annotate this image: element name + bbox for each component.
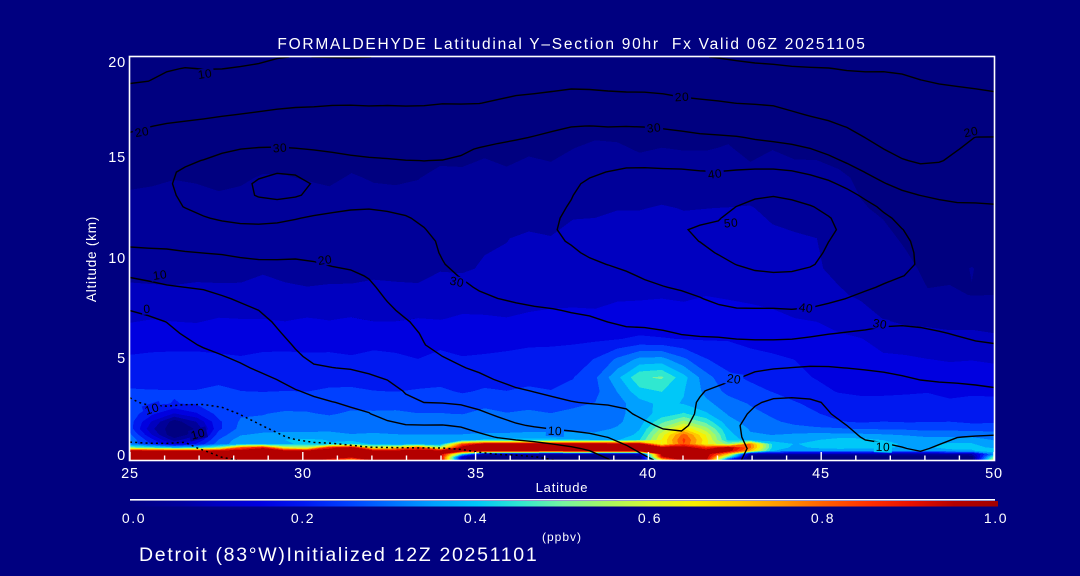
svg-text:30: 30 xyxy=(449,274,466,291)
svg-text:10: 10 xyxy=(189,425,206,442)
svg-text:50: 50 xyxy=(723,215,739,230)
svg-text:0.0: 0.0 xyxy=(122,510,146,526)
svg-text:0: 0 xyxy=(117,448,126,464)
svg-text:0.6: 0.6 xyxy=(638,510,662,526)
svg-text:FORMALDEHYDE Latitudinal Y–Sec: FORMALDEHYDE Latitudinal Y–Section 90hr … xyxy=(277,36,866,53)
svg-text:45: 45 xyxy=(812,466,830,482)
svg-text:Latitude: Latitude xyxy=(536,480,589,495)
svg-text:20: 20 xyxy=(108,55,126,71)
svg-text:30: 30 xyxy=(294,466,312,482)
svg-text:35: 35 xyxy=(467,466,485,482)
svg-text:10: 10 xyxy=(152,267,168,283)
svg-text:10: 10 xyxy=(197,66,213,82)
svg-text:10: 10 xyxy=(547,424,562,439)
svg-text:25: 25 xyxy=(121,466,139,482)
svg-text:0: 0 xyxy=(143,302,151,317)
svg-text:0.8: 0.8 xyxy=(811,510,835,526)
svg-text:15: 15 xyxy=(108,150,126,166)
svg-text:40: 40 xyxy=(639,466,657,482)
svg-text:1.0: 1.0 xyxy=(984,510,1008,526)
svg-text:40: 40 xyxy=(798,300,814,316)
svg-text:20: 20 xyxy=(134,124,151,140)
svg-text:10: 10 xyxy=(143,400,161,418)
svg-text:20: 20 xyxy=(726,371,742,387)
svg-text:10: 10 xyxy=(876,440,891,454)
svg-text:50: 50 xyxy=(985,466,1003,482)
svg-text:(ppbv): (ppbv) xyxy=(542,530,582,544)
svg-text:30: 30 xyxy=(646,120,662,135)
svg-text:30: 30 xyxy=(872,316,889,332)
svg-text:20: 20 xyxy=(674,90,689,105)
svg-text:Detroit (83°W)Initialized 12Z: Detroit (83°W)Initialized 12Z 20251101 xyxy=(139,544,538,566)
svg-text:20: 20 xyxy=(317,252,333,268)
svg-text:0.4: 0.4 xyxy=(464,510,488,526)
svg-text:30: 30 xyxy=(272,141,287,156)
svg-text:5: 5 xyxy=(117,351,126,367)
svg-text:10: 10 xyxy=(108,251,126,267)
svg-text:40: 40 xyxy=(707,166,723,182)
svg-text:Altitude (km): Altitude (km) xyxy=(84,216,99,302)
svg-text:0.2: 0.2 xyxy=(291,510,315,526)
svg-text:20: 20 xyxy=(963,124,980,141)
